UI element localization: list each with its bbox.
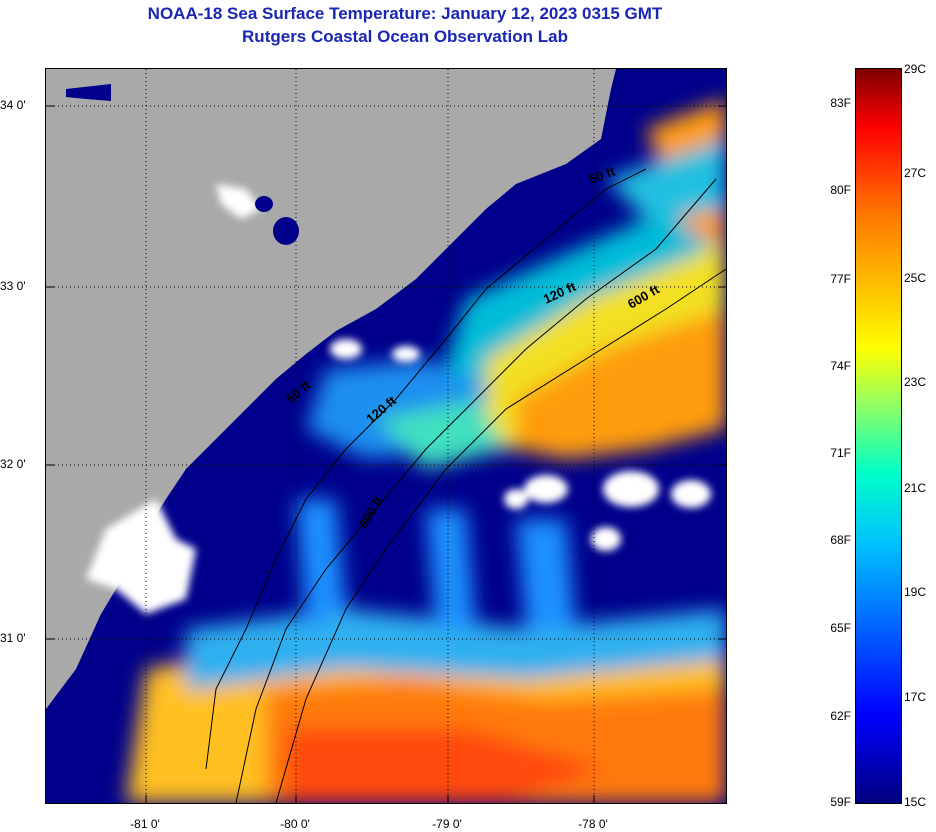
lake: [66, 84, 111, 101]
sst-map[interactable]: 50 ft 120 ft 600 ft 50 ft 120 ft 600 ft: [45, 68, 727, 804]
colorbar-c-label-25: 25C: [904, 271, 927, 285]
lake: [273, 217, 299, 245]
colorbar-f-label-62: 62F: [830, 709, 851, 723]
colorbar-f-label-80: 80F: [830, 183, 851, 197]
colorbar-c-label-27: 27C: [904, 166, 927, 180]
lon-label-79: -79 0': [432, 817, 462, 831]
colorbar-c-label-23: 23C: [904, 375, 927, 389]
colorbar-f-label-68: 68F: [830, 533, 851, 547]
lake: [255, 196, 273, 212]
lon-label-78: -78 0': [578, 817, 608, 831]
depth-contours: [205, 168, 726, 803]
colorbar-f-label-65: 65F: [830, 621, 851, 635]
lat-label-33: 33 0': [0, 279, 26, 293]
chart-subtitle: Rutgers Coastal Ocean Observation Lab: [242, 27, 568, 46]
ocean-field: [46, 69, 726, 803]
temperature-colorbar: [855, 68, 902, 804]
lon-label-80: -80 0': [280, 817, 310, 831]
colorbar-c-label-29: 29C: [904, 62, 927, 76]
contour-120ft: [235, 178, 717, 803]
colorbar-c-label-21: 21C: [904, 481, 927, 495]
colorbar-c-label-19: 19C: [904, 585, 927, 599]
graticule: [46, 69, 726, 803]
colorbar-f-label-59: 59F: [830, 795, 851, 809]
lon-label-81: -81 0': [130, 817, 160, 831]
colorbar-f-label-83: 83F: [830, 96, 851, 110]
contour-600ft: [275, 268, 726, 803]
tick-marks: [46, 105, 726, 803]
colorbar-f-label-74: 74F: [830, 359, 851, 373]
lat-label-34: 34 0': [0, 98, 26, 112]
lat-label-32: 32 0': [0, 457, 26, 471]
cloud-patches: [330, 339, 711, 551]
colorbar-f-label-71: 71F: [830, 446, 851, 460]
colorbar-c-label-17: 17C: [904, 690, 927, 704]
sst-map-canvas: 50 ft 120 ft 600 ft 50 ft 120 ft 600 ft: [46, 69, 726, 803]
contour-50ft: [205, 168, 647, 770]
colorbar-f-label-77: 77F: [830, 272, 851, 286]
lat-label-31: 31 0': [0, 631, 26, 645]
colorbar-c-label-15: 15C: [904, 795, 927, 809]
chart-title: NOAA-18 Sea Surface Temperature: January…: [147, 4, 663, 23]
inland-clouds: [86, 184, 261, 614]
